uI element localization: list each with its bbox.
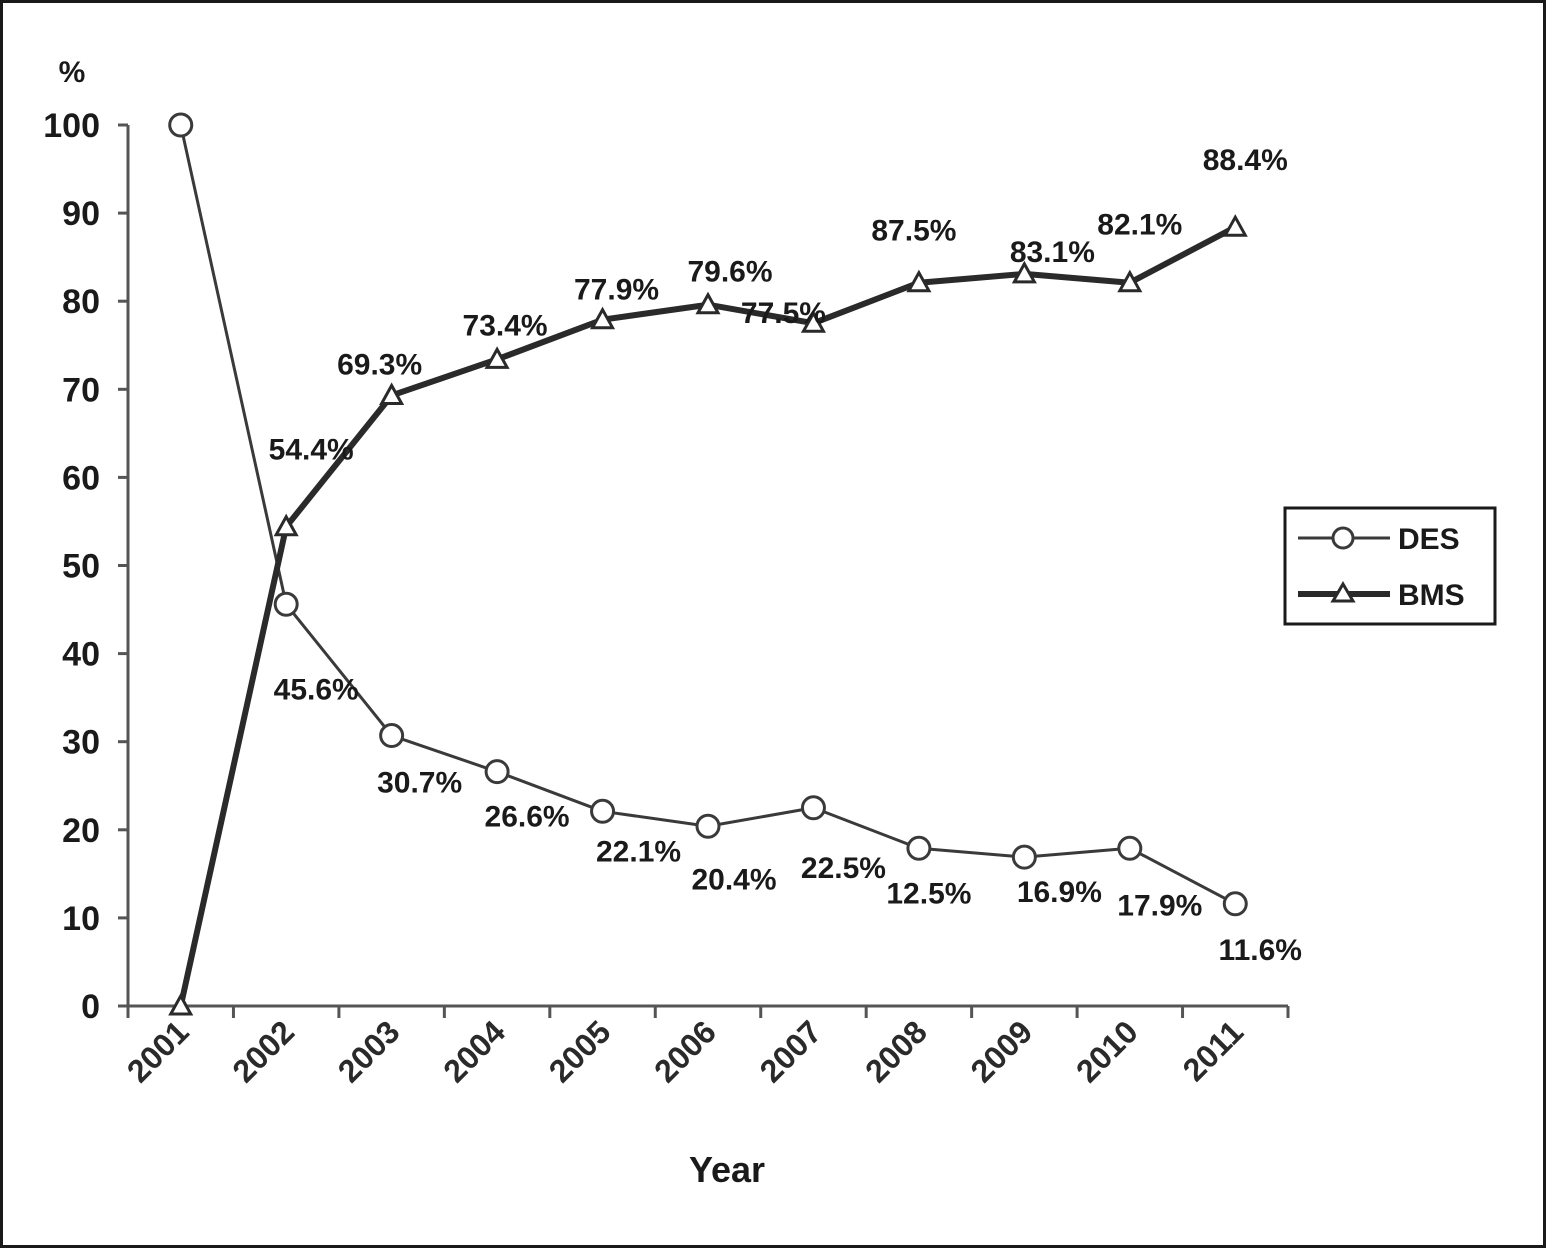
point-bms bbox=[1222, 214, 1248, 237]
point-des bbox=[484, 759, 510, 785]
point-bms bbox=[168, 992, 194, 1016]
y-tick-label: 40 bbox=[62, 636, 100, 674]
data-label-des: 12.5% bbox=[886, 877, 971, 910]
point-bms bbox=[589, 306, 616, 330]
y-tick-label: 80 bbox=[62, 283, 100, 321]
y-tick-label: 100 bbox=[43, 107, 100, 145]
data-label-des: 26.6% bbox=[485, 801, 570, 834]
y-tick-label: 0 bbox=[81, 988, 100, 1026]
point-bms bbox=[906, 269, 932, 293]
x-tick-label: 2005 bbox=[542, 1013, 618, 1089]
data-label-bms: 73.4% bbox=[463, 309, 548, 342]
legend-des-marker bbox=[1331, 526, 1355, 550]
legend: DES BMS bbox=[1283, 506, 1497, 626]
y-tick-label: 60 bbox=[62, 459, 100, 497]
data-label-des: 16.9% bbox=[1017, 876, 1102, 909]
x-tick-label: 2002 bbox=[225, 1013, 301, 1089]
point-des bbox=[590, 798, 616, 824]
point-des bbox=[906, 835, 932, 861]
point-bms bbox=[273, 513, 299, 537]
y-tick-label: 30 bbox=[62, 724, 100, 762]
x-tick-label: 2009 bbox=[964, 1013, 1040, 1089]
data-label-des: 20.4% bbox=[691, 863, 776, 896]
point-des bbox=[168, 112, 194, 138]
x-tick-label: 2004 bbox=[436, 1013, 512, 1089]
point-des bbox=[273, 591, 299, 617]
data-label-bms: 79.6% bbox=[687, 256, 772, 289]
point-bms bbox=[484, 346, 510, 369]
data-label-des: 17.9% bbox=[1117, 889, 1202, 922]
data-labels: 45.6% 30.7% 26.6% 22.1% 20.4% 22.5%12.5% 16.9%… bbox=[269, 144, 1302, 967]
data-label-bms: 82.1% bbox=[1097, 209, 1182, 242]
y-tick-label: 10 bbox=[62, 900, 100, 938]
data-label-des: 30.7% bbox=[377, 767, 462, 800]
point-des bbox=[800, 795, 826, 821]
axes: 0 10 20 30 40 50 60 70 80 90 100 2001 2002 2003 2004 20… bbox=[43, 107, 1290, 1089]
y-tick-label: 90 bbox=[62, 195, 100, 233]
x-axis-title: Year bbox=[689, 1149, 765, 1190]
data-label-bms: 69.3% bbox=[337, 348, 422, 381]
series-points bbox=[168, 112, 1248, 1016]
legend-bms-marker bbox=[1330, 581, 1356, 603]
x-tick-label: 2008 bbox=[858, 1013, 934, 1089]
point-bms bbox=[1011, 260, 1037, 284]
x-tick-label: 2007 bbox=[753, 1013, 829, 1089]
point-bms bbox=[379, 382, 405, 405]
x-tick-label: 2010 bbox=[1069, 1013, 1145, 1089]
data-label-des: 22.1% bbox=[596, 835, 681, 868]
point-bms bbox=[1117, 269, 1143, 293]
legend-bms-label: BMS bbox=[1398, 579, 1465, 612]
data-label-bms: 77.9% bbox=[574, 274, 659, 307]
data-label-bms: 87.5% bbox=[871, 215, 956, 248]
y-tick-label: 20 bbox=[62, 812, 100, 850]
x-tick-label: 2003 bbox=[331, 1013, 407, 1089]
data-label-des: 11.6% bbox=[1219, 934, 1302, 967]
y-tick-label: 70 bbox=[62, 371, 100, 409]
point-bms bbox=[695, 291, 721, 315]
data-label-des: 22.5% bbox=[801, 852, 886, 885]
x-tick-label: 2011 bbox=[1176, 1013, 1251, 1088]
data-label-bms: 54.4% bbox=[269, 434, 354, 467]
legend-des-label: DES bbox=[1398, 523, 1460, 556]
data-label-bms: 77.5% bbox=[741, 297, 826, 330]
point-des bbox=[1222, 891, 1248, 917]
point-des bbox=[1011, 844, 1037, 870]
data-label-des: 45.6% bbox=[274, 673, 359, 706]
y-axis-unit-label: % bbox=[59, 56, 86, 89]
legend-box bbox=[1283, 506, 1497, 626]
point-des bbox=[379, 723, 405, 749]
x-tick-label: 2001 bbox=[120, 1013, 196, 1089]
point-des bbox=[1117, 835, 1143, 861]
point-bms bbox=[800, 310, 827, 333]
x-tick-label: 2006 bbox=[647, 1013, 723, 1089]
data-label-bms: 88.4% bbox=[1203, 144, 1288, 177]
point-des bbox=[695, 813, 721, 839]
data-label-bms: 83.1% bbox=[1010, 236, 1095, 269]
y-tick-label: 50 bbox=[62, 548, 100, 586]
